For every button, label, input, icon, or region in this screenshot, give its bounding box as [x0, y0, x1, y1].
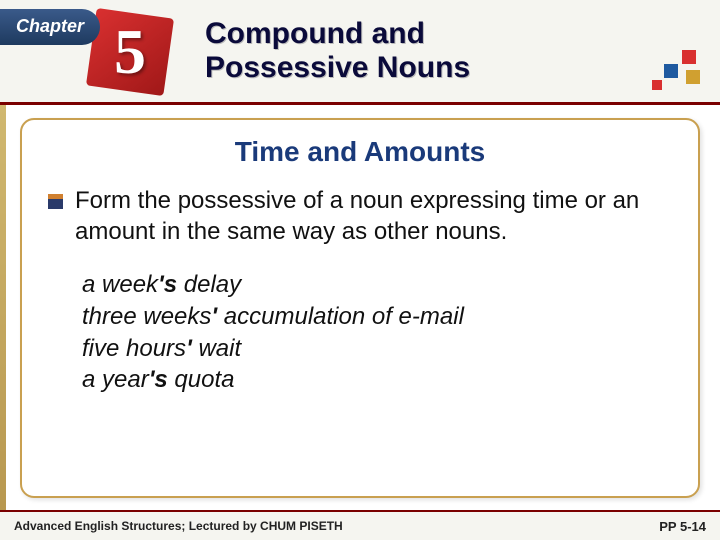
ex-bold: 's [158, 271, 177, 298]
section-title: Time and Amounts [48, 136, 672, 168]
bullet-icon [48, 194, 63, 209]
examples-block: a week's delay three weeks' accumulation… [82, 269, 672, 396]
decor-sq-4 [652, 80, 662, 90]
slide: Chapter 5 Compound and Possessive Nouns … [0, 0, 720, 540]
ex-post: delay [177, 271, 241, 298]
example-line: a year's quota [82, 364, 672, 396]
ex-pre: a week [82, 271, 158, 298]
ex-pre: a year [82, 366, 149, 393]
bullet-text: Form the possessive of a noun expressing… [75, 186, 672, 247]
footer-right: PP 5-14 [659, 519, 706, 534]
bullet-row: Form the possessive of a noun expressing… [48, 186, 672, 247]
decor-sq-3 [686, 70, 700, 84]
content-card: Time and Amounts Form the possessive of … [20, 118, 700, 498]
header-title-line2: Possessive Nouns [205, 51, 470, 84]
header-title-line1: Compound and [205, 17, 425, 50]
chapter-label: Chapter [16, 16, 84, 37]
chapter-badge: Chapter 5 [0, 0, 175, 104]
example-line: three weeks' accumulation of e-mail [82, 301, 672, 333]
example-line: a week's delay [82, 269, 672, 301]
example-line: five hours' wait [82, 333, 672, 365]
ex-post: quota [168, 366, 235, 393]
slide-header: Chapter 5 Compound and Possessive Nouns [0, 0, 720, 105]
slide-footer: Advanced English Structures; Lectured by… [0, 510, 720, 540]
header-title: Compound and Possessive Nouns [205, 17, 470, 86]
ex-bold: 's [149, 366, 168, 393]
left-accent-bar [0, 105, 6, 510]
chapter-tab: Chapter [0, 9, 100, 45]
ex-post: accumulation of e-mail [217, 303, 464, 330]
ex-post: wait [192, 335, 241, 362]
footer-left: Advanced English Structures; Lectured by… [14, 519, 343, 533]
ex-pre: five hours [82, 335, 186, 362]
ex-pre: three weeks [82, 303, 211, 330]
header-decor [646, 50, 706, 100]
decor-sq-1 [682, 50, 696, 64]
decor-sq-2 [664, 64, 678, 78]
